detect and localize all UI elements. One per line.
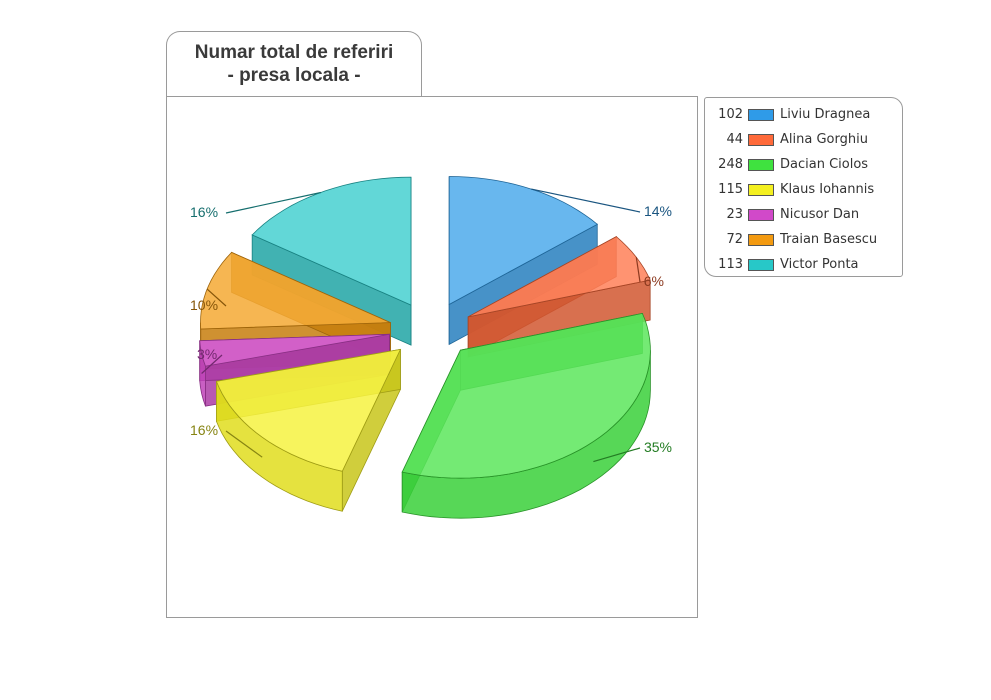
- slice-percent-label: 3%: [197, 346, 217, 362]
- leader-line: [593, 447, 641, 463]
- legend-item: 113 Victor Ponta: [705, 252, 902, 277]
- slice-percent-label: 14%: [644, 203, 672, 219]
- legend-swatch: [748, 258, 774, 271]
- legend-swatch: [748, 208, 774, 221]
- legend-value: 72: [726, 232, 743, 247]
- leader-line: [531, 188, 641, 213]
- legend-item: 23 Nicusor Dan: [705, 202, 902, 227]
- pie-slice: [401, 312, 651, 519]
- legend-item: 248 Dacian Ciolos: [705, 152, 902, 177]
- legend-value: 248: [718, 157, 743, 172]
- legend-swatch: [748, 183, 774, 196]
- legend-label: Alina Gorghiu: [780, 132, 868, 147]
- legend-item: 72 Traian Basescu: [705, 227, 902, 252]
- slice-percent-label: 6%: [644, 273, 664, 289]
- slice-percent-label: 16%: [190, 204, 218, 220]
- leader-line: [225, 191, 321, 214]
- legend-swatch: [748, 108, 774, 121]
- leader-line: [225, 430, 263, 458]
- legend-label: Traian Basescu: [780, 232, 878, 247]
- legend-item: 44 Alina Gorghiu: [705, 127, 902, 152]
- chart-subtitle: - presa locala -: [227, 65, 361, 86]
- legend-swatch: [748, 233, 774, 246]
- legend-value: 115: [718, 182, 743, 197]
- legend-item: 102 Liviu Dragnea: [705, 102, 902, 127]
- slice-percent-label: 10%: [190, 297, 218, 313]
- legend-swatch: [748, 158, 774, 171]
- slice-percent-label: 35%: [644, 439, 672, 455]
- legend-value: 23: [726, 207, 743, 222]
- slice-percent-label: 16%: [190, 422, 218, 438]
- legend: 102 Liviu Dragnea 44 Alina Gorghiu 248 Dacian…: [704, 97, 903, 277]
- legend-label: Klaus Iohannis: [780, 182, 875, 197]
- pie-slice: [215, 348, 402, 512]
- legend-value: 102: [718, 107, 743, 122]
- leader-line: [201, 354, 223, 374]
- leader-line: [206, 288, 227, 307]
- legend-label: Nicusor Dan: [780, 207, 860, 222]
- legend-value: 44: [726, 132, 743, 147]
- legend-label: Victor Ponta: [780, 257, 859, 272]
- leader-line: [635, 257, 641, 283]
- chart-title: Numar total de referiri: [194, 42, 394, 63]
- legend-value: 113: [718, 257, 743, 272]
- legend-label: Dacian Ciolos: [780, 157, 869, 172]
- legend-swatch: [748, 133, 774, 146]
- pie-slice: [467, 235, 651, 358]
- legend-item: 115 Klaus Iohannis: [705, 177, 902, 202]
- legend-label: Liviu Dragnea: [780, 107, 871, 122]
- chart-title-box: Numar total de referiri - presa locala -: [166, 31, 422, 96]
